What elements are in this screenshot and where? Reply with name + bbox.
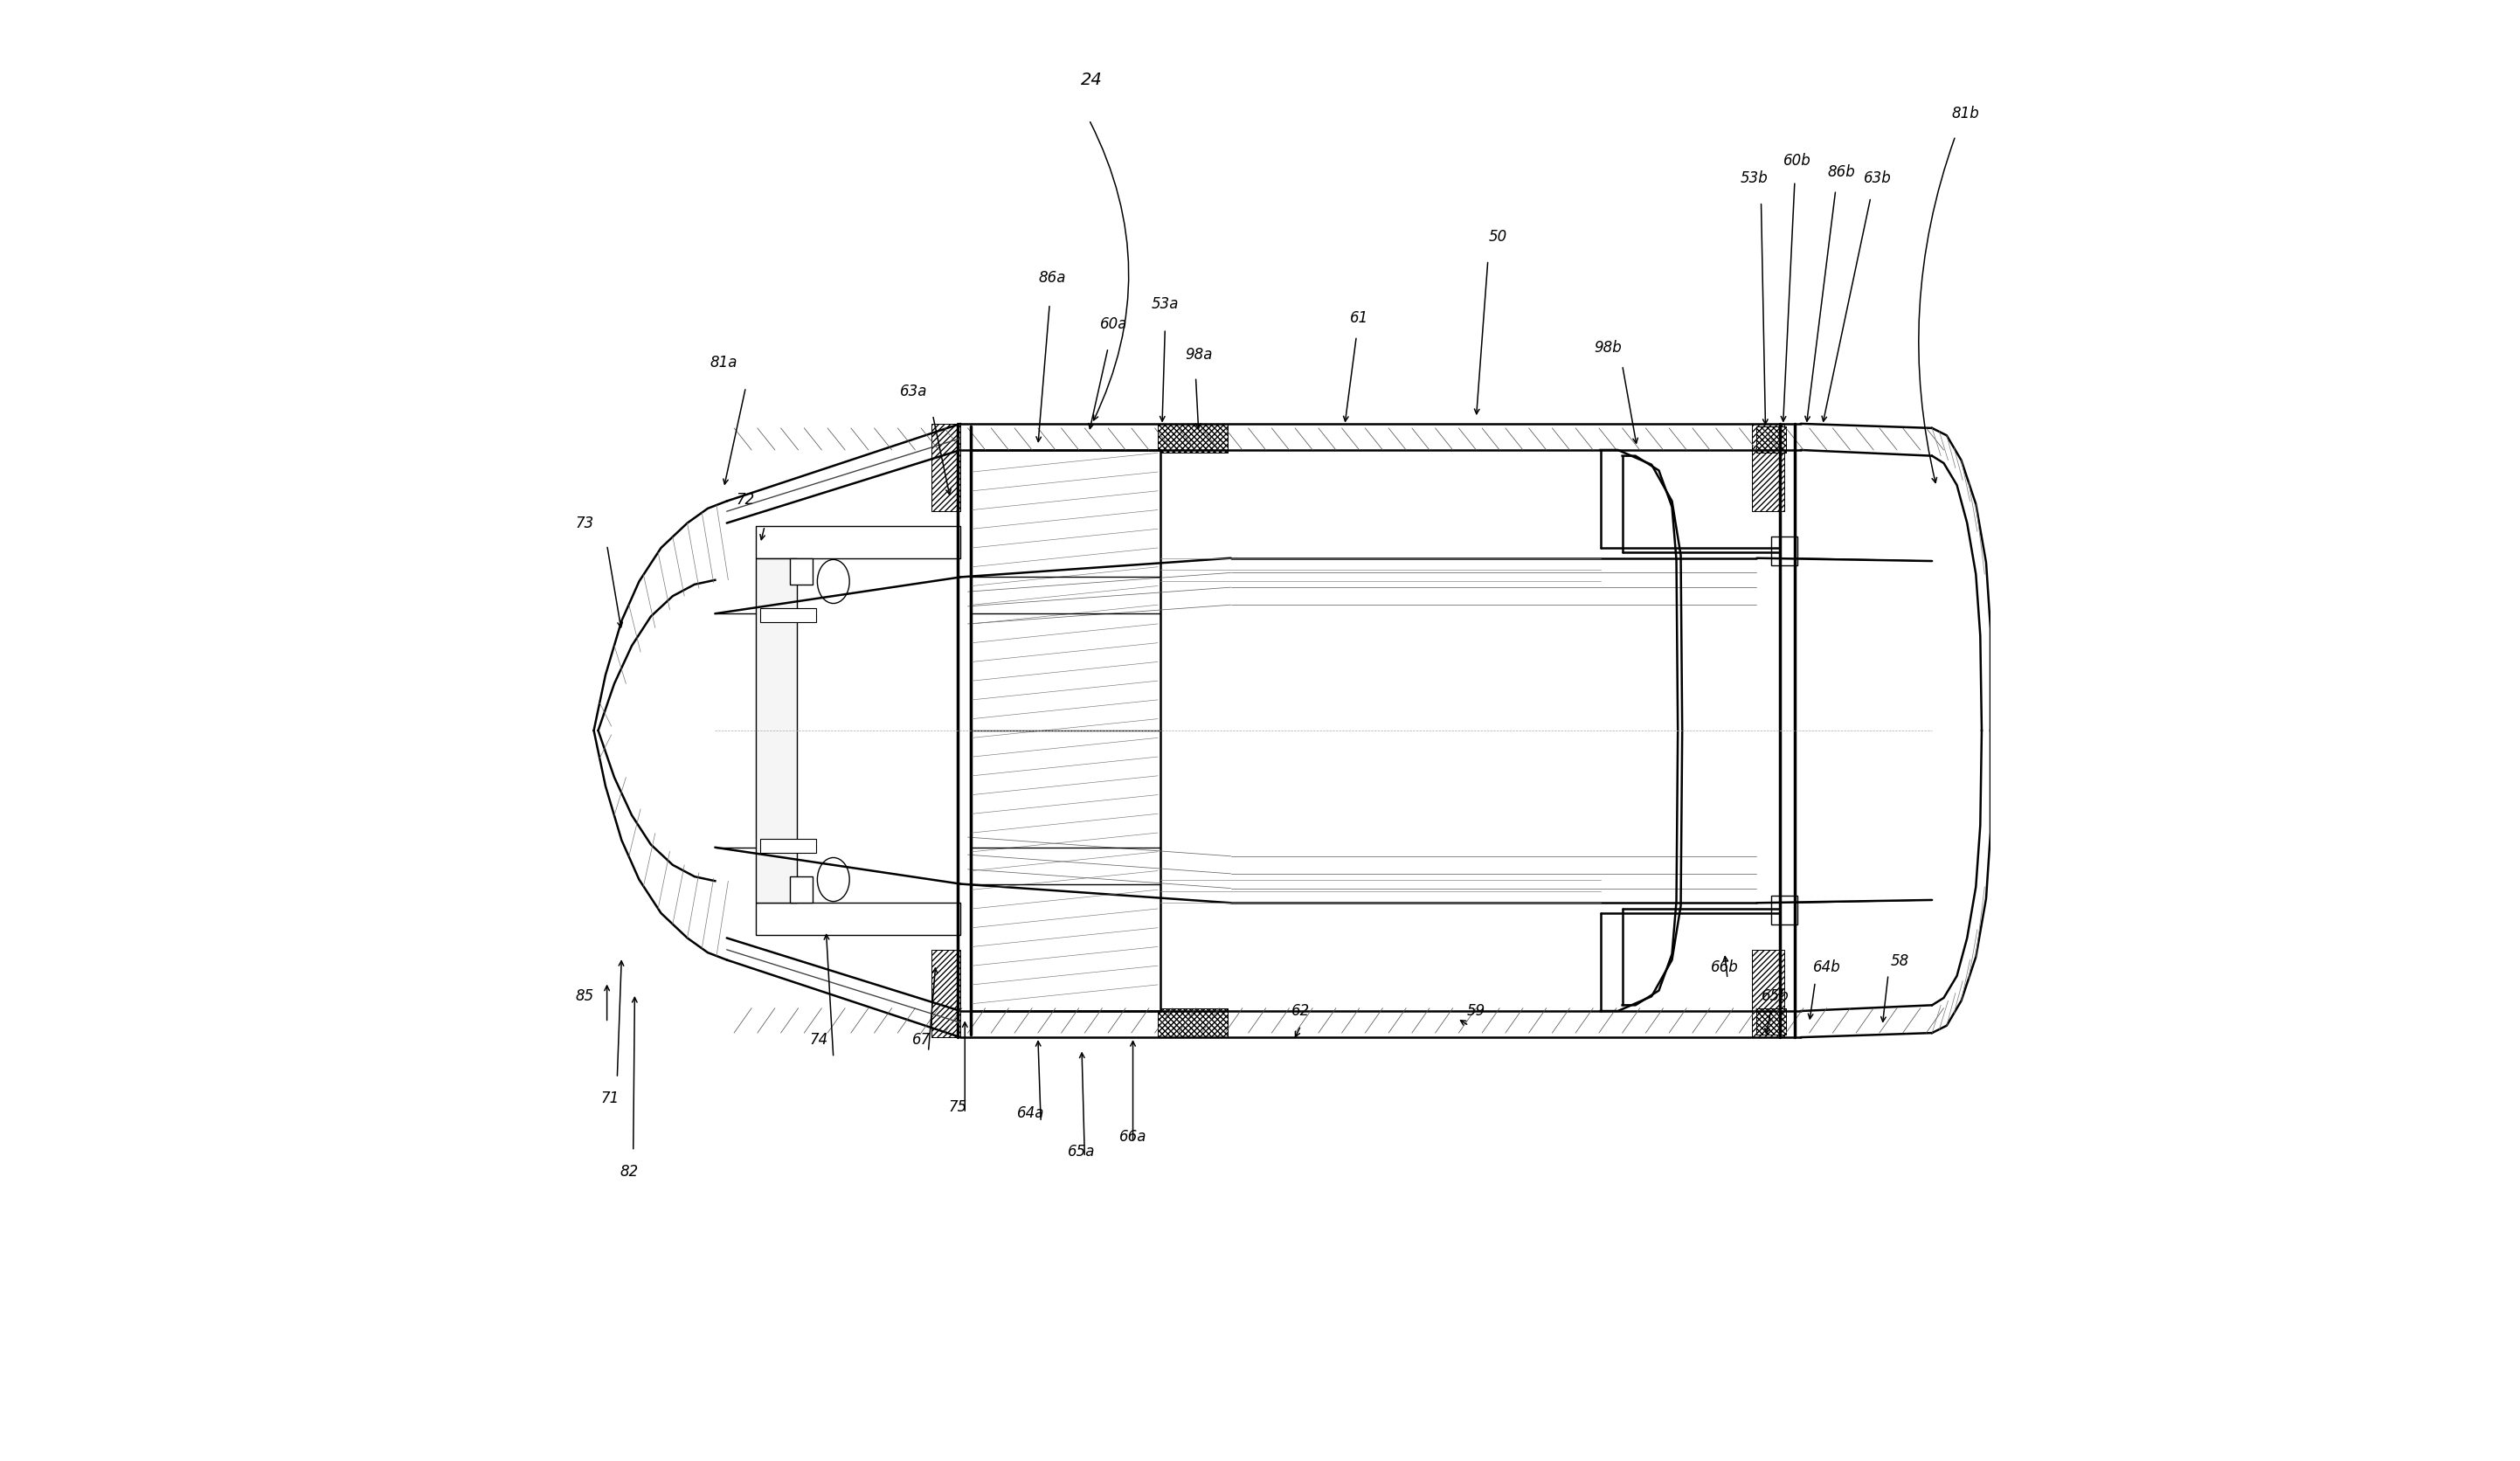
Text: 61: 61 xyxy=(1351,311,1368,326)
Bar xyxy=(756,903,960,935)
Bar xyxy=(1157,424,1227,453)
Bar xyxy=(1751,424,1784,511)
Bar xyxy=(1772,536,1797,565)
Text: 65a: 65a xyxy=(1068,1144,1096,1159)
Text: 86a: 86a xyxy=(1038,270,1066,285)
Text: 67: 67 xyxy=(912,1033,930,1048)
Bar xyxy=(1756,1008,1787,1034)
Text: 81b: 81b xyxy=(1953,107,1981,121)
Text: 62: 62 xyxy=(1293,1004,1310,1018)
Text: 64a: 64a xyxy=(1018,1106,1043,1121)
Bar xyxy=(789,558,814,584)
Text: 53a: 53a xyxy=(1152,297,1179,311)
Text: 81a: 81a xyxy=(711,355,738,370)
Bar xyxy=(756,558,796,903)
Text: 98b: 98b xyxy=(1593,340,1620,355)
Bar xyxy=(1751,950,1784,1037)
Text: 60b: 60b xyxy=(1784,153,1812,168)
Text: 72: 72 xyxy=(736,492,756,507)
Text: 74: 74 xyxy=(809,1033,829,1048)
Text: 66a: 66a xyxy=(1119,1129,1147,1144)
Text: 59: 59 xyxy=(1467,1004,1484,1018)
Text: 65b: 65b xyxy=(1761,989,1789,1004)
Text: 71: 71 xyxy=(600,1091,620,1106)
Text: 58: 58 xyxy=(1890,954,1910,969)
Bar xyxy=(970,450,1162,1011)
Text: 86b: 86b xyxy=(1827,165,1855,180)
Bar xyxy=(932,950,960,1037)
Text: 73: 73 xyxy=(575,516,595,530)
Bar xyxy=(789,877,814,903)
Text: 85: 85 xyxy=(575,989,595,1004)
Bar xyxy=(761,608,816,622)
Text: 75: 75 xyxy=(948,1100,968,1115)
Bar xyxy=(1756,427,1787,453)
Bar xyxy=(1772,896,1797,925)
Text: 53b: 53b xyxy=(1739,171,1767,186)
Text: 82: 82 xyxy=(620,1164,638,1179)
Bar xyxy=(761,839,816,853)
Bar xyxy=(756,526,960,558)
Text: 98a: 98a xyxy=(1184,348,1212,362)
Bar xyxy=(932,424,960,511)
Text: 64b: 64b xyxy=(1812,960,1840,974)
Text: 50: 50 xyxy=(1489,229,1507,244)
Text: 66b: 66b xyxy=(1711,960,1739,974)
Text: 63a: 63a xyxy=(900,384,927,399)
Text: 63b: 63b xyxy=(1865,171,1893,186)
Bar xyxy=(1157,1008,1227,1037)
Text: 60a: 60a xyxy=(1101,317,1126,332)
Text: 24: 24 xyxy=(1081,72,1104,89)
